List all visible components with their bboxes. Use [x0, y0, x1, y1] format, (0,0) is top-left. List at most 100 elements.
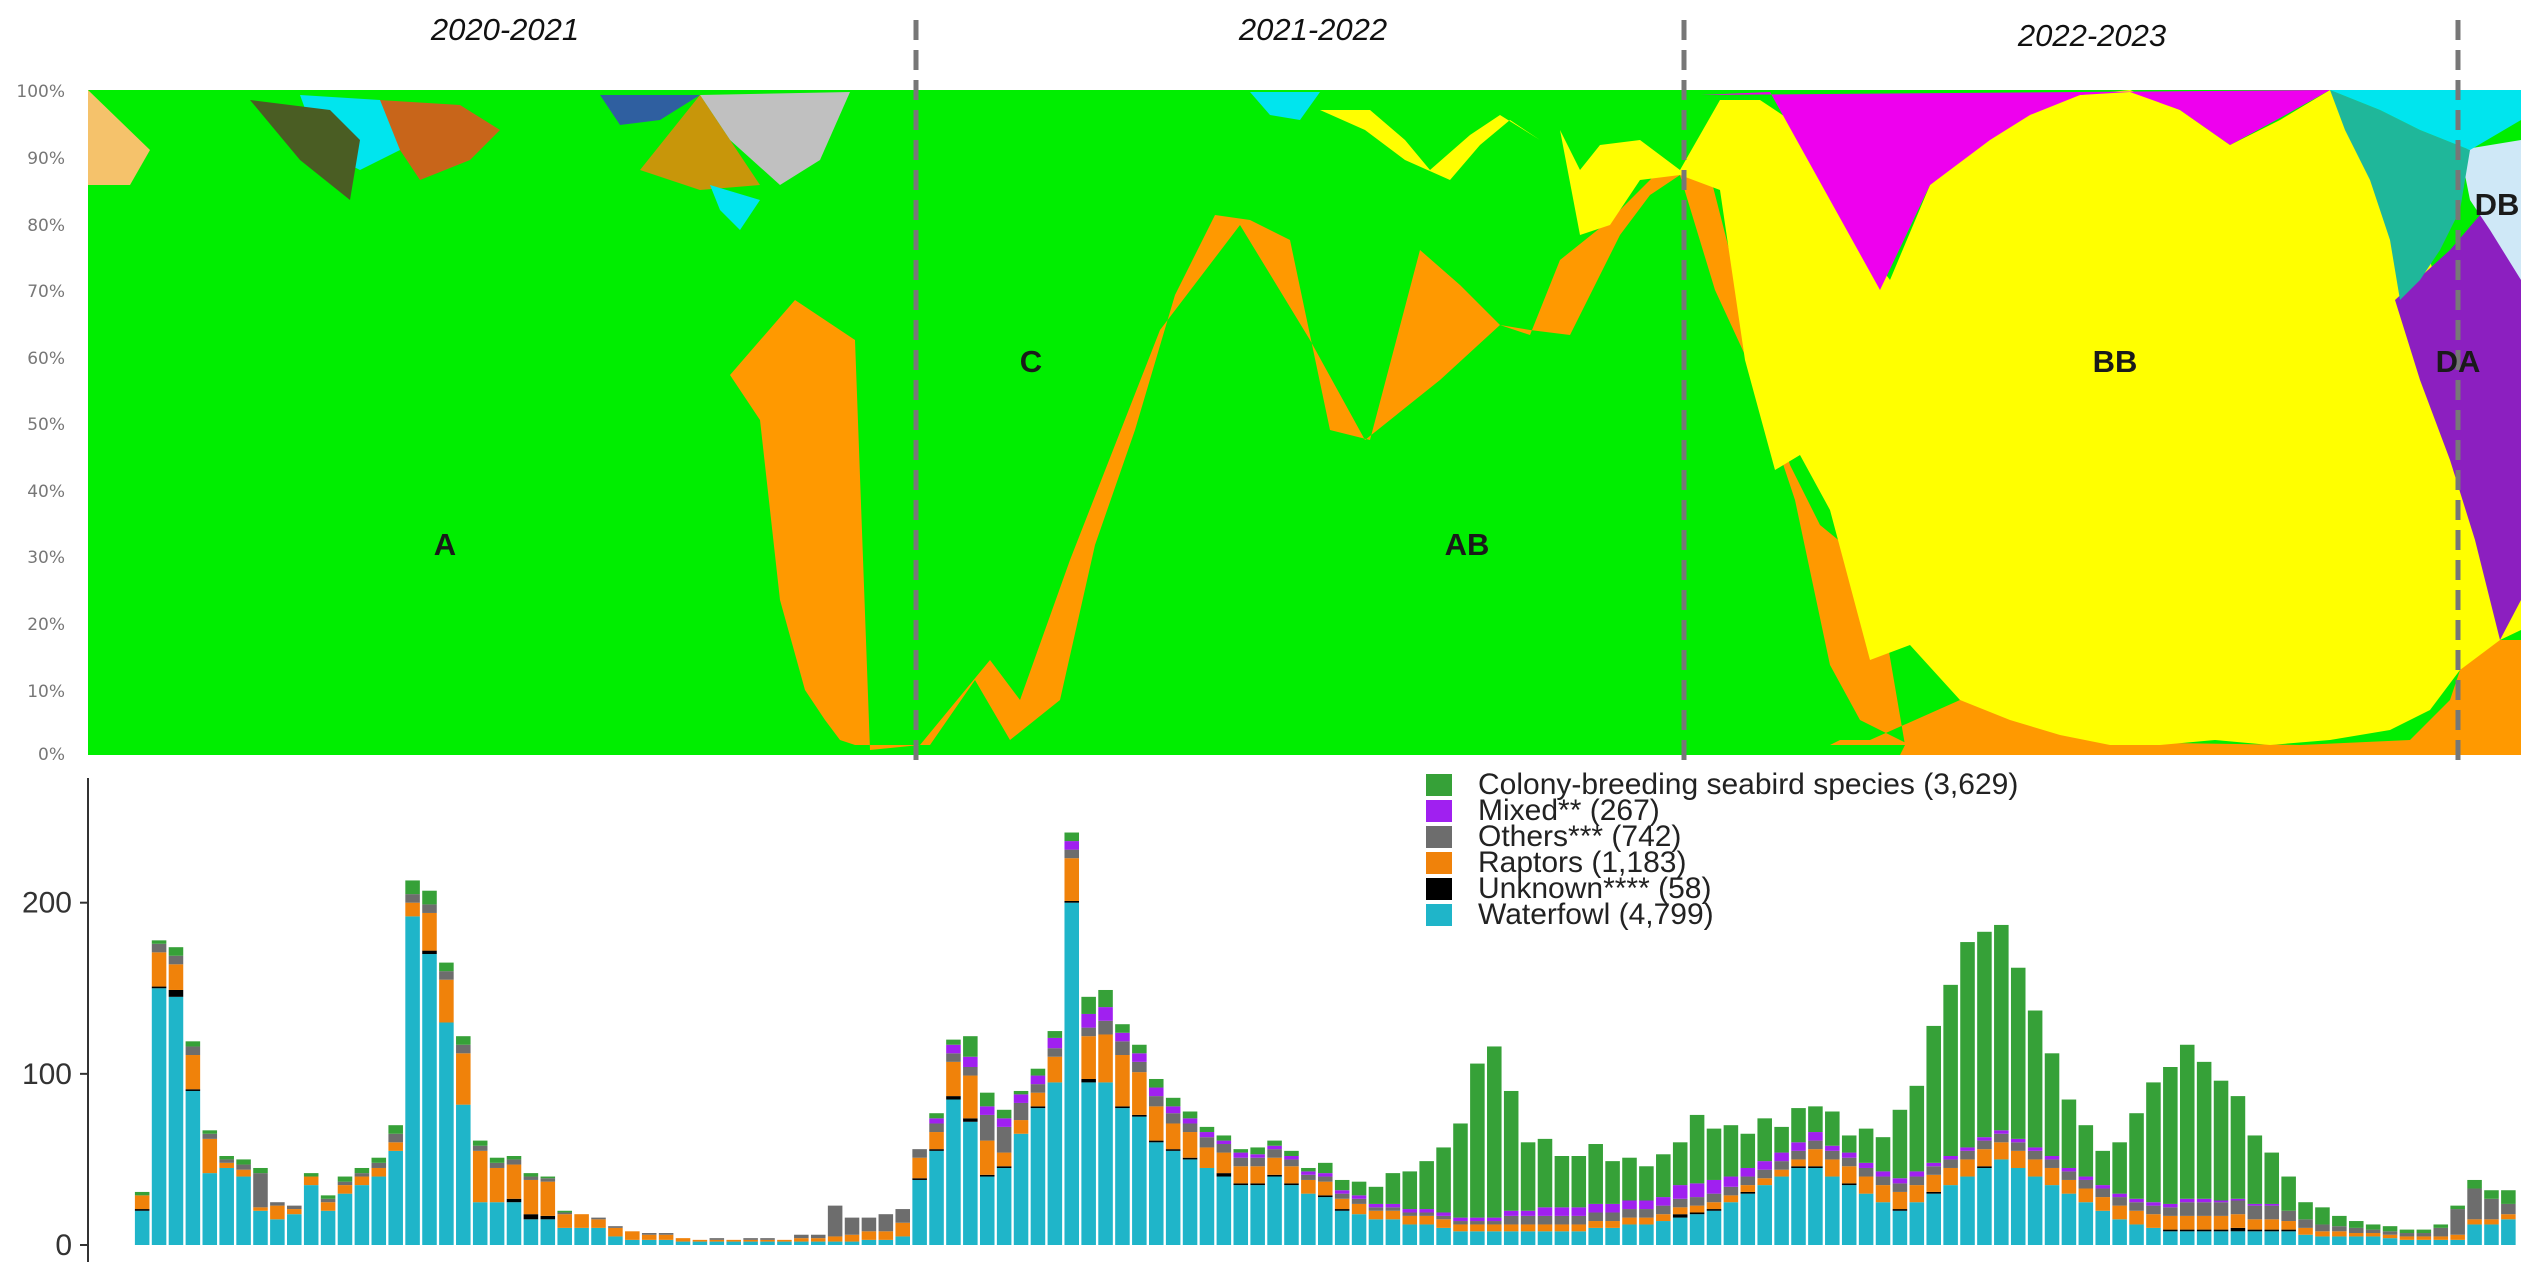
bar-segment	[794, 1238, 809, 1242]
bar-segment	[1588, 1203, 1603, 1213]
bar-segment	[979, 1092, 995, 1107]
bar-segment	[1233, 1183, 1249, 1186]
bar-segment	[185, 1090, 201, 1245]
bar-segment	[1250, 1147, 1265, 1155]
bar-segment	[895, 1236, 910, 1245]
legend-label: Colony-breeding seabird species (3,629)	[1478, 768, 2018, 801]
bar-segment	[2230, 1200, 2246, 1215]
bar-segment	[641, 1233, 657, 1235]
bar-segment	[1875, 1176, 1891, 1186]
area-cyan-right	[2330, 90, 2521, 150]
bar-segment	[1994, 1142, 2009, 1160]
bar-segment	[472, 1140, 488, 1146]
bar-segment	[1622, 1224, 1637, 1245]
bar-segment	[1672, 1217, 1688, 1245]
bar-segment	[1250, 1166, 1265, 1184]
bar-segment	[1892, 1109, 1908, 1179]
bar-segment	[1470, 1221, 1485, 1225]
bar-segment	[185, 1041, 201, 1047]
bar-segment	[1706, 1128, 1722, 1180]
bar-segment	[2146, 1202, 2161, 1206]
bar-segment	[2078, 1125, 2094, 1177]
bar-segment	[1334, 1193, 1350, 1199]
bar-segment	[1165, 1123, 1181, 1150]
bar-segment	[523, 1214, 539, 1220]
bar-segment	[1453, 1217, 1468, 1222]
bar-segment	[1402, 1224, 1418, 1245]
bar-segment	[1233, 1152, 1249, 1158]
bar-segment	[1943, 984, 1958, 1156]
bar-segment	[1436, 1227, 1451, 1245]
bar-segment	[2501, 1219, 2516, 1245]
bar-segment	[2416, 1229, 2432, 1234]
bar-segment	[1199, 1137, 1215, 1148]
bar-segment	[1791, 1150, 1806, 1160]
bar-segment	[168, 964, 184, 990]
bar-segment	[1689, 1183, 1705, 1198]
bar-segment	[1892, 1178, 1908, 1184]
clade-label-ab: AB	[1445, 527, 1490, 562]
bar-segment	[1368, 1219, 1384, 1245]
bar-segment	[1571, 1215, 1587, 1225]
bar-segment	[2078, 1202, 2094, 1245]
bar-segment	[320, 1195, 336, 1199]
bar-segment	[2146, 1214, 2161, 1228]
bar-segment	[1385, 1207, 1401, 1211]
legend-swatch	[1426, 852, 1452, 874]
bar-segment	[658, 1234, 674, 1240]
bar-segment	[2213, 1202, 2229, 1216]
bar-segment	[1148, 1140, 1164, 1143]
bar-segment	[1520, 1142, 1536, 1211]
bar-segment	[185, 1046, 201, 1056]
bar-segment	[2146, 1205, 2161, 1215]
bar-segment	[371, 1157, 387, 1163]
bar-segment	[1571, 1231, 1587, 1245]
legend-label: Waterfowl (4,799)	[1478, 898, 1714, 931]
bar-segment	[1977, 1137, 1992, 1141]
bar-segment	[2450, 1239, 2465, 1245]
bar-segment	[878, 1231, 894, 1240]
bar-segment	[2213, 1229, 2229, 1232]
bar-segment	[658, 1233, 674, 1235]
bar-segment	[1994, 1159, 2009, 1245]
bar-segment	[540, 1219, 556, 1245]
bar-segment	[996, 1126, 1012, 1153]
bar-segment	[2027, 1176, 2043, 1245]
bar-segment	[1216, 1140, 1232, 1145]
bar-segment	[1351, 1195, 1367, 1199]
bar-segment	[2382, 1231, 2398, 1235]
bar-segment	[1774, 1176, 1789, 1245]
y-tick-label: 100	[22, 1058, 72, 1091]
bar-segment	[2467, 1219, 2482, 1225]
bar-segment	[2129, 1224, 2144, 1245]
bar-segment	[810, 1238, 826, 1242]
bar-segment	[388, 1125, 403, 1134]
bar-segment	[287, 1209, 302, 1215]
bar-segment	[2348, 1236, 2364, 1245]
bar-segment	[2315, 1207, 2330, 1225]
bar-segment	[1030, 1106, 1046, 1109]
bar-segment	[337, 1176, 353, 1182]
bar-segment	[1487, 1224, 1502, 1232]
bar-segment	[929, 1123, 944, 1133]
bar-segment	[2298, 1227, 2313, 1235]
bar-segment	[2044, 1167, 2060, 1186]
bar-segment	[844, 1234, 860, 1242]
area-tan	[88, 90, 150, 185]
bar-segment	[2332, 1226, 2347, 1232]
pct-tick: 20%	[27, 615, 65, 635]
bar-segment	[151, 986, 167, 989]
bar-segment	[354, 1167, 370, 1174]
bar-segment	[743, 1239, 758, 1242]
bar-segment	[2264, 1203, 2280, 1206]
bar-segment	[1351, 1203, 1367, 1215]
bar-segment	[2027, 1010, 2043, 1148]
bar-segment	[1537, 1215, 1553, 1225]
bar-segment	[1858, 1176, 1874, 1194]
bar-segment	[1740, 1191, 1756, 1194]
bar-segment	[354, 1173, 370, 1177]
bar-segment	[2179, 1202, 2195, 1216]
bar-segment	[253, 1167, 268, 1174]
bar-segment	[1470, 1217, 1485, 1222]
